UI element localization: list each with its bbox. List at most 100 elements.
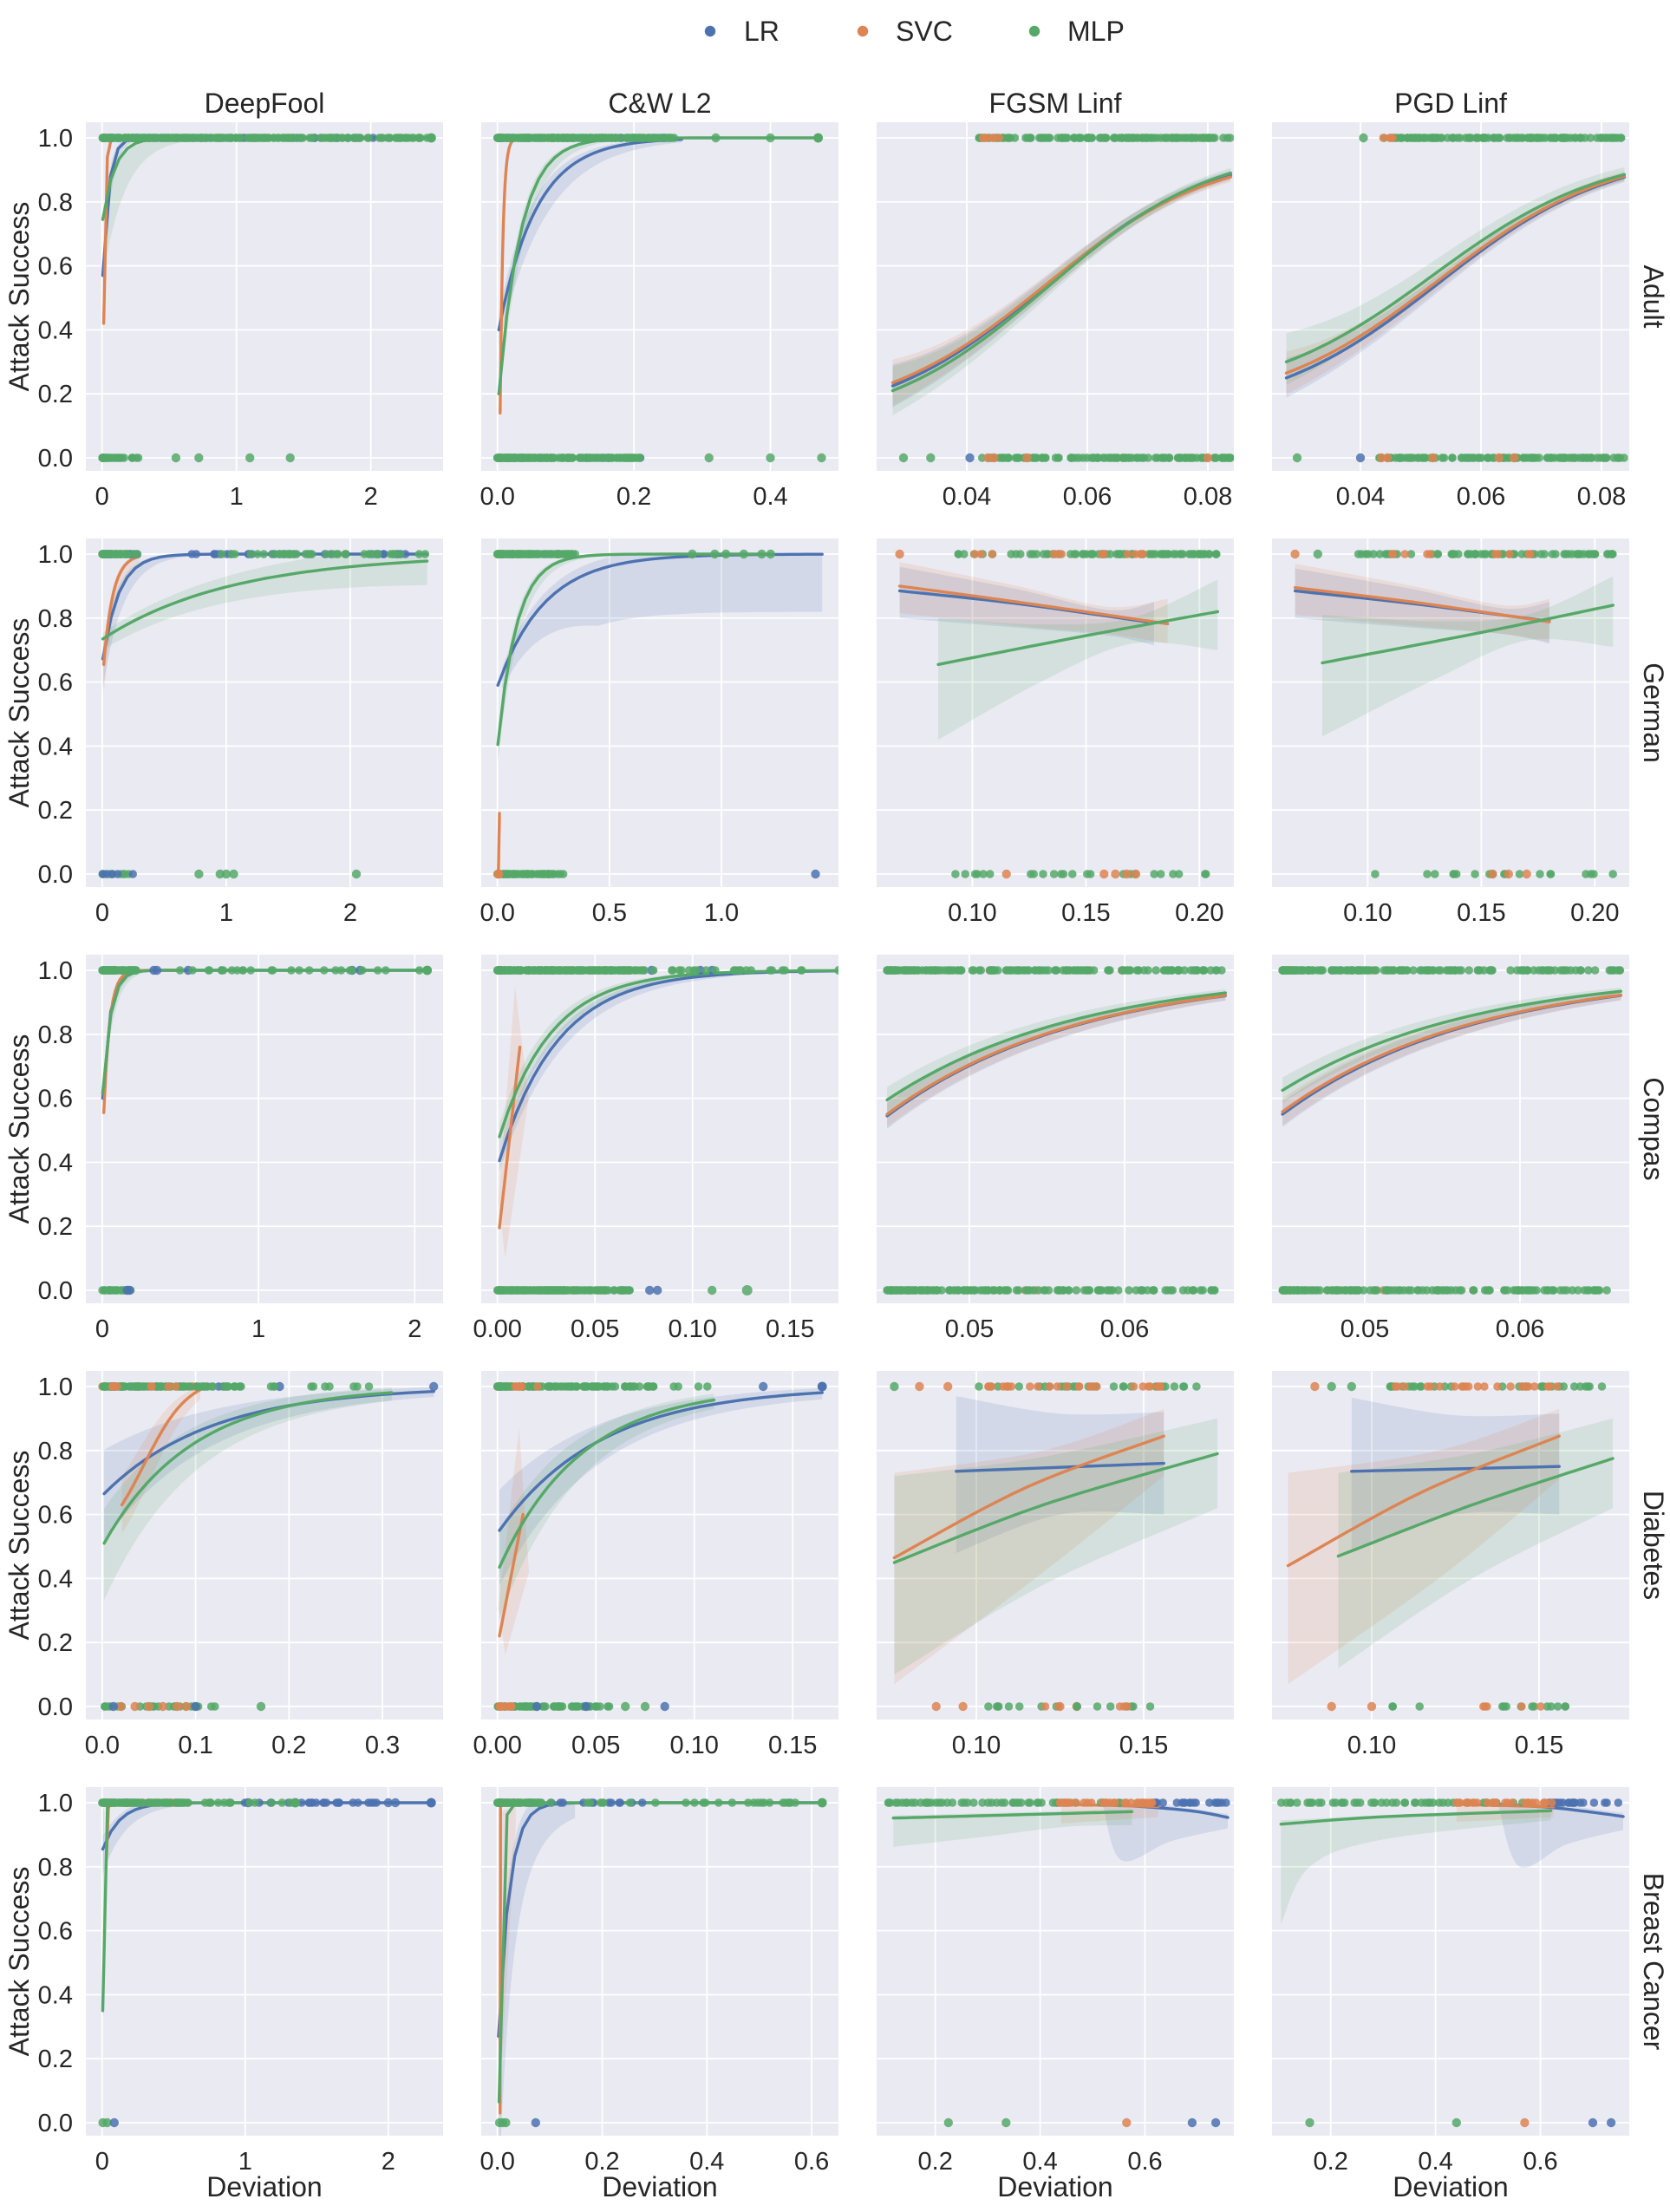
svg-text:Attack Success: Attack Success <box>3 202 35 392</box>
svg-text:0.1: 0.1 <box>178 1732 212 1759</box>
svg-text:0.20: 0.20 <box>1570 899 1619 927</box>
svg-text:1: 1 <box>251 1315 265 1343</box>
svg-text:Diabetes: Diabetes <box>1638 1491 1669 1600</box>
svg-text:0.2: 0.2 <box>616 483 651 511</box>
svg-text:0.04: 0.04 <box>1336 483 1385 511</box>
svg-text:0: 0 <box>95 1315 109 1343</box>
svg-text:0.2: 0.2 <box>38 2046 73 2073</box>
svg-text:0.4: 0.4 <box>689 2148 724 2176</box>
svg-text:MLP: MLP <box>1067 16 1125 47</box>
svg-text:0.6: 0.6 <box>38 669 73 697</box>
svg-text:0.6: 0.6 <box>794 2148 829 2176</box>
svg-text:0.06: 0.06 <box>1063 483 1112 511</box>
svg-text:0.15: 0.15 <box>768 1732 817 1759</box>
svg-text:0.06: 0.06 <box>1496 1315 1544 1343</box>
svg-text:1.0: 1.0 <box>38 125 73 153</box>
svg-text:0: 0 <box>95 2148 109 2176</box>
svg-text:1: 1 <box>238 2148 252 2176</box>
svg-text:0.6: 0.6 <box>38 1918 73 1946</box>
svg-text:0.4: 0.4 <box>753 483 787 511</box>
svg-text:0.2: 0.2 <box>584 2148 619 2176</box>
svg-text:0.6: 0.6 <box>38 253 73 281</box>
svg-text:0: 0 <box>95 899 109 927</box>
svg-text:0.0: 0.0 <box>480 899 515 927</box>
svg-text:0.2: 0.2 <box>38 381 73 408</box>
svg-text:0.05: 0.05 <box>571 1732 620 1759</box>
svg-text:1.0: 1.0 <box>38 1790 73 1817</box>
svg-text:0.08: 0.08 <box>1577 483 1626 511</box>
svg-text:0.0: 0.0 <box>480 2148 515 2176</box>
svg-text:DeepFool: DeepFool <box>205 88 325 119</box>
svg-text:Deviation: Deviation <box>997 2171 1112 2202</box>
svg-text:0.0: 0.0 <box>38 445 73 473</box>
svg-text:0.15: 0.15 <box>1515 1732 1563 1759</box>
svg-text:C&W L2: C&W L2 <box>608 88 711 119</box>
svg-text:0.8: 0.8 <box>38 1854 73 1882</box>
svg-text:Adult: Adult <box>1638 265 1669 329</box>
svg-text:0.06: 0.06 <box>1457 483 1505 511</box>
svg-text:1.0: 1.0 <box>38 957 73 985</box>
svg-text:1.0: 1.0 <box>38 541 73 569</box>
svg-text:0.10: 0.10 <box>948 899 996 927</box>
svg-text:0.0: 0.0 <box>480 483 515 511</box>
svg-text:0.2: 0.2 <box>38 1213 73 1241</box>
svg-text:0.10: 0.10 <box>669 1732 718 1759</box>
svg-text:0.8: 0.8 <box>38 1438 73 1465</box>
svg-text:0.3: 0.3 <box>365 1732 400 1759</box>
svg-text:0.4: 0.4 <box>1418 2148 1452 2176</box>
svg-text:0.4: 0.4 <box>38 1149 73 1177</box>
svg-text:0.06: 0.06 <box>1100 1315 1149 1343</box>
svg-text:0.5: 0.5 <box>592 899 627 927</box>
svg-text:0.0: 0.0 <box>38 2110 73 2137</box>
svg-text:Deviation: Deviation <box>206 2171 322 2202</box>
svg-text:2: 2 <box>382 2148 395 2176</box>
svg-text:0.2: 0.2 <box>1314 2148 1348 2176</box>
svg-text:Deviation: Deviation <box>602 2171 717 2202</box>
svg-text:0.00: 0.00 <box>473 1315 521 1343</box>
svg-text:0.6: 0.6 <box>38 1502 73 1530</box>
svg-text:0: 0 <box>95 483 109 511</box>
svg-text:0.10: 0.10 <box>668 1315 716 1343</box>
svg-text:2: 2 <box>364 483 378 511</box>
svg-text:0.0: 0.0 <box>38 1693 73 1721</box>
svg-text:0.4: 0.4 <box>38 1981 73 2009</box>
svg-text:0.6: 0.6 <box>38 1086 73 1113</box>
svg-text:PGD Linf: PGD Linf <box>1394 88 1507 119</box>
svg-text:0.08: 0.08 <box>1184 483 1232 511</box>
svg-text:0.8: 0.8 <box>38 189 73 217</box>
svg-text:2: 2 <box>343 899 357 927</box>
svg-text:0.15: 0.15 <box>1061 899 1110 927</box>
svg-text:0.4: 0.4 <box>1022 2148 1057 2176</box>
svg-text:0.10: 0.10 <box>1347 1732 1396 1759</box>
svg-text:1.0: 1.0 <box>38 1374 73 1401</box>
svg-text:Breast Cancer: Breast Cancer <box>1638 1873 1669 2051</box>
svg-text:1: 1 <box>219 899 233 927</box>
svg-text:0.2: 0.2 <box>271 1732 306 1759</box>
svg-text:FGSM Linf: FGSM Linf <box>989 88 1122 119</box>
svg-text:Attack Success: Attack Success <box>3 1451 35 1641</box>
svg-text:0.04: 0.04 <box>943 483 991 511</box>
svg-text:1: 1 <box>230 483 244 511</box>
svg-text:0.0: 0.0 <box>38 1277 73 1305</box>
svg-text:0.4: 0.4 <box>38 1565 73 1593</box>
svg-text:German: German <box>1638 662 1669 763</box>
svg-text:0.2: 0.2 <box>38 1629 73 1657</box>
svg-text:Attack Success: Attack Success <box>3 1034 35 1224</box>
svg-text:0.05: 0.05 <box>945 1315 994 1343</box>
svg-text:0.8: 0.8 <box>38 605 73 633</box>
svg-text:Attack Success: Attack Success <box>3 618 35 808</box>
svg-text:0.0: 0.0 <box>38 861 73 889</box>
svg-text:Deviation: Deviation <box>1393 2171 1508 2202</box>
svg-text:0.0: 0.0 <box>85 1732 120 1759</box>
svg-text:0.4: 0.4 <box>38 316 73 344</box>
svg-text:0.10: 0.10 <box>1343 899 1392 927</box>
svg-text:0.10: 0.10 <box>952 1732 1001 1759</box>
svg-text:Attack Success: Attack Success <box>3 1867 35 2057</box>
svg-text:0.4: 0.4 <box>38 733 73 760</box>
svg-text:0.15: 0.15 <box>1119 1732 1168 1759</box>
svg-text:2: 2 <box>408 1315 421 1343</box>
svg-text:LR: LR <box>744 16 780 47</box>
svg-text:0.6: 0.6 <box>1523 2148 1557 2176</box>
svg-text:0.2: 0.2 <box>918 2148 953 2176</box>
svg-text:0.6: 0.6 <box>1127 2148 1162 2176</box>
